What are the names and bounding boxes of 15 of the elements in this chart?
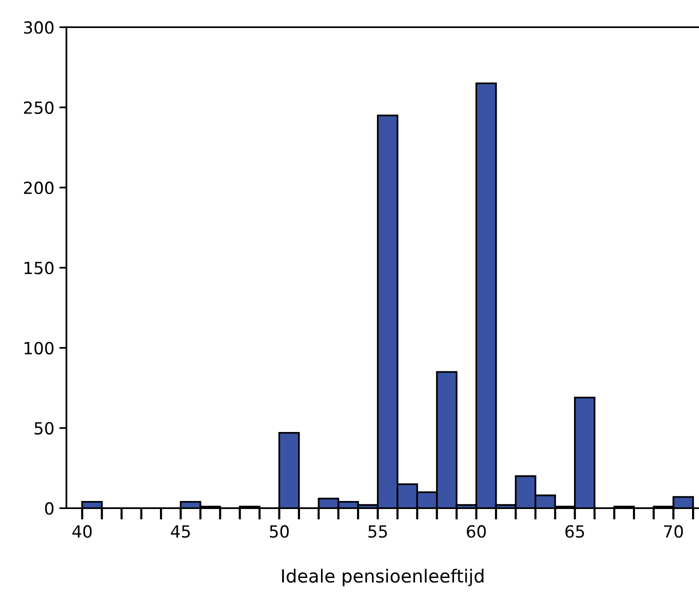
y-tick-label: 250 (24, 101, 54, 114)
y-tick-label: 100 (24, 342, 54, 354)
y-tick-label: 50 (34, 422, 54, 435)
x-tick-label: 65 (565, 525, 584, 538)
x-tick-label: 40 (72, 525, 92, 538)
y-tick-label: 300 (24, 21, 54, 34)
x-axis-title: Ideale pensioenleeftijd (282, 568, 484, 586)
x-tick-label: 60 (466, 525, 486, 538)
y-tick-label: 200 (24, 182, 54, 194)
y-tick-label: 0 (45, 502, 54, 515)
y-tick-label: 150 (24, 262, 54, 274)
x-tick-label: 45 (170, 525, 190, 538)
x-tick-label: 50 (270, 525, 289, 538)
x-tick-label: 55 (368, 525, 387, 538)
x-tick-label: 70 (664, 525, 683, 538)
